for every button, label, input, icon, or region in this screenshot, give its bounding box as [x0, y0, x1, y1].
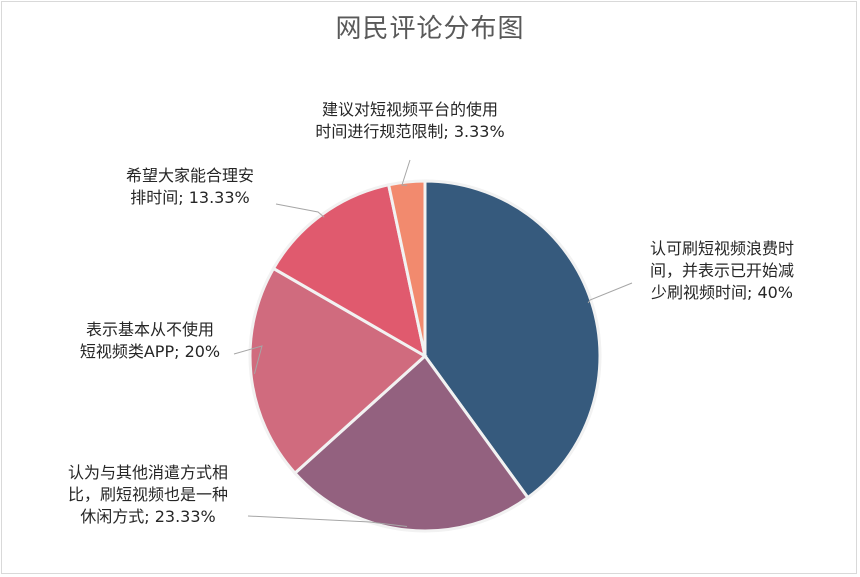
leader-line [587, 282, 633, 304]
leader-line [247, 515, 408, 528]
slice-label: 表示基本从不使用短视频类APP; 20% [80, 320, 220, 361]
pie-slice[interactable] [292, 353, 530, 533]
slice-label: 认可刷短视频浪费时间，并表示已开始减少刷视频时间; 40% [650, 239, 794, 302]
leader-line [401, 159, 411, 186]
leader-line [233, 345, 263, 375]
chart-title: 网民评论分布图 [335, 14, 525, 44]
pie-slice[interactable] [248, 266, 428, 476]
slice-label: 认为与其他消遣方式相比，刷短视频也是一种休闲方式; 23.33% [68, 463, 228, 526]
slice-label: 希望大家能合理安排时间; 13.33% [126, 166, 254, 207]
slice-label: 建议对短视频平台的使用时间进行规范限制; 3.33% [315, 100, 504, 141]
pie-slice[interactable] [386, 179, 427, 357]
pie-slice[interactable] [423, 179, 602, 500]
leader-line [275, 203, 325, 218]
pie-slice[interactable] [271, 183, 428, 359]
